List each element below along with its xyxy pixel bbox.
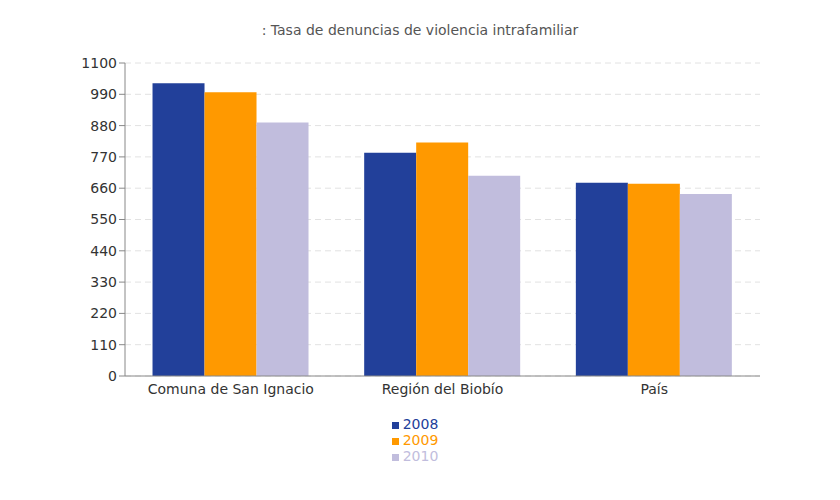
html-text:: Tasa de denuncias de violenc: : Tasa de denuncias de violencia intrafa… — [261, 22, 579, 38]
svg-text:220: 220 — [90, 305, 117, 321]
html-text:2009: 2009 — [402, 432, 439, 448]
svg-text:770: 770 — [90, 149, 117, 165]
html-text:2010: 2010 — [402, 448, 439, 464]
svg-text:0: 0 — [108, 368, 117, 384]
svg-text:330: 330 — [90, 274, 117, 290]
svg-text:550: 550 — [90, 211, 117, 227]
svg-text:990: 990 — [90, 86, 117, 102]
svg-text:440: 440 — [90, 243, 117, 259]
html-text:2008: 2008 — [402, 416, 439, 432]
svg-text:880: 880 — [90, 118, 117, 134]
svg-text:Comuna de San Ignacio: Comuna de San Ignacio — [148, 381, 314, 397]
svg-text:Región del Biobío: Región del Biobío — [382, 381, 504, 397]
svg-text:110: 110 — [90, 337, 117, 353]
svg-text:660: 660 — [90, 180, 117, 196]
svg-text:1100: 1100 — [81, 55, 117, 71]
svg-text:País: País — [640, 381, 668, 397]
